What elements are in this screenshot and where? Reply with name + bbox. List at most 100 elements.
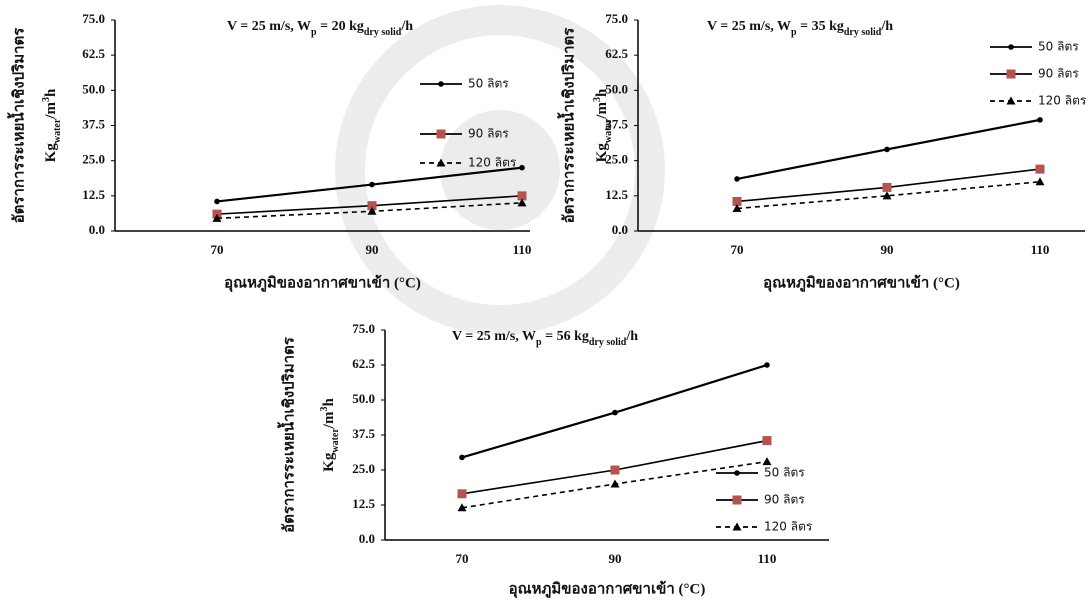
x-tick-label: 110	[1031, 242, 1050, 257]
marker	[212, 213, 222, 222]
y-tick-label: 25.0	[352, 461, 375, 476]
chart-title-part: p	[791, 27, 797, 38]
chart-title-part: p	[311, 27, 317, 38]
marker	[517, 198, 527, 207]
series-line	[736, 180, 1041, 210]
x-axis-label: อุณหภูมิของอากาศขาเข้า (°C)	[763, 273, 960, 292]
y-axis-label: อัตราการระเหยน้ำเชิงปริมาตร	[276, 336, 297, 533]
chart-title-part: = 20 kg	[317, 19, 364, 34]
chart-title-part: V = 25 m/s, W	[452, 329, 536, 344]
marker	[882, 182, 892, 192]
marker	[764, 362, 770, 368]
legend-marker	[732, 522, 742, 531]
chart-title-part: V = 25 m/s, W	[707, 19, 791, 34]
x-tick-label: 90	[366, 242, 379, 257]
y-axis-unit: Kgwater/m3h	[41, 88, 63, 162]
y-axis-label: อัตราการระเหยน้ำเชิงปริมาตร	[556, 27, 577, 224]
chart-title-part: /h	[400, 19, 413, 34]
y-tick-label: 25.0	[605, 152, 628, 167]
chart-title-part: dry solid	[589, 337, 627, 348]
legend-label: 90 ลิตร	[468, 127, 509, 141]
y-tick-label: 37.5	[605, 116, 628, 131]
marker	[762, 457, 772, 466]
legend-label: 50 ลิตร	[764, 466, 805, 480]
x-tick-label: 90	[609, 551, 622, 566]
chart-title-part: p	[536, 337, 542, 348]
x-tick-label: 70	[211, 242, 224, 257]
marker	[1037, 117, 1043, 123]
x-tick-label: 90	[881, 242, 894, 257]
chart-title: V = 25 m/s, Wp = 20 kgdry solid/h	[227, 19, 413, 38]
x-axis-label: อุณหภูมิของอากาศขาเข้า (°C)	[509, 579, 706, 598]
y-axis-unit: Kgwater/m3h	[319, 398, 341, 472]
legend-marker	[1006, 96, 1016, 105]
chart-title-part: /h	[880, 19, 893, 34]
y-axis-unit-part: water	[52, 118, 63, 143]
y-tick-label: 12.5	[605, 187, 628, 202]
y-axis-unit-part: Kg	[43, 143, 59, 163]
y-tick-label: 37.5	[82, 116, 105, 131]
marker	[519, 164, 525, 171]
marker	[732, 196, 742, 206]
y-axis-unit-part: 3	[319, 407, 330, 412]
marker	[459, 454, 465, 461]
marker	[457, 489, 467, 499]
marker	[612, 409, 618, 416]
y-tick-label: 12.5	[352, 496, 375, 511]
legend-label: 50 ลิตร	[1038, 40, 1079, 54]
y-axis-unit-part: 3	[592, 97, 603, 102]
x-tick-label: 110	[758, 551, 777, 566]
marker	[369, 181, 375, 188]
chart: 0.0 12.5 25.0 37.5 50.0 62.5 75.0 70 90 110 V = 25…	[276, 321, 829, 598]
chart-title: V = 25 m/s, Wp = 56 kgdry solid/h	[452, 329, 638, 348]
x-tick-label: 110	[513, 242, 532, 257]
marker	[517, 191, 527, 201]
y-tick-label: 50.0	[605, 81, 628, 96]
legend-marker	[732, 495, 742, 505]
legend-marker	[734, 470, 740, 476]
chart-title-part: = 35 kg	[797, 19, 844, 34]
chart: 0.0 12.5 25.0 37.5 50.0 62.5 75.0 70 90 110 V = 25…	[556, 11, 1086, 292]
marker	[610, 479, 620, 488]
legend-label: 120 ลิตร	[764, 520, 813, 534]
x-tick-label: 70	[731, 242, 744, 257]
y-tick-label: 50.0	[82, 81, 105, 96]
marker	[610, 465, 620, 475]
marker	[367, 206, 377, 215]
y-tick-label: 62.5	[605, 46, 628, 61]
y-axis-unit-part: h	[43, 88, 59, 97]
chart-title-part: = 56 kg	[542, 329, 589, 344]
legend-marker	[436, 129, 446, 139]
y-tick-label: 25.0	[82, 152, 105, 167]
legend-marker	[1008, 44, 1014, 50]
y-axis-unit-part: water	[330, 428, 341, 453]
legend-label: 120 ลิตร	[1038, 94, 1087, 108]
y-tick-label: 75.0	[82, 11, 105, 26]
marker	[884, 146, 890, 153]
y-axis-unit-part: h	[321, 398, 337, 407]
marker	[367, 201, 377, 211]
marker	[732, 203, 742, 212]
y-axis-unit-part: /m	[43, 102, 59, 120]
legend-label: 50 ลิตร	[468, 77, 509, 91]
y-tick-label: 75.0	[605, 11, 628, 26]
y-tick-label: 75.0	[352, 321, 375, 336]
marker	[762, 436, 772, 446]
y-axis-unit-part: Kg	[321, 452, 337, 472]
marker	[734, 176, 740, 182]
y-tick-label: 62.5	[352, 356, 375, 371]
legend-label: 90 ลิตร	[1038, 67, 1079, 81]
y-axis-unit-part: /m	[321, 411, 337, 429]
legend-label: 90 ลิตร	[764, 493, 805, 507]
y-tick-label: 37.5	[352, 426, 375, 441]
chart-title-part: V = 25 m/s, W	[227, 19, 311, 34]
y-axis-unit-part: /m	[594, 102, 610, 120]
legend-marker	[1006, 69, 1016, 79]
chart-title-part: dry solid	[844, 27, 882, 38]
marker	[1035, 164, 1045, 174]
y-axis-unit: Kgwater/m3h	[592, 88, 614, 162]
chart: 0.0 12.5 25.0 37.5 50.0 62.5 75.0 70 90 110 V = 25…	[6, 11, 531, 292]
marker	[1035, 177, 1045, 186]
